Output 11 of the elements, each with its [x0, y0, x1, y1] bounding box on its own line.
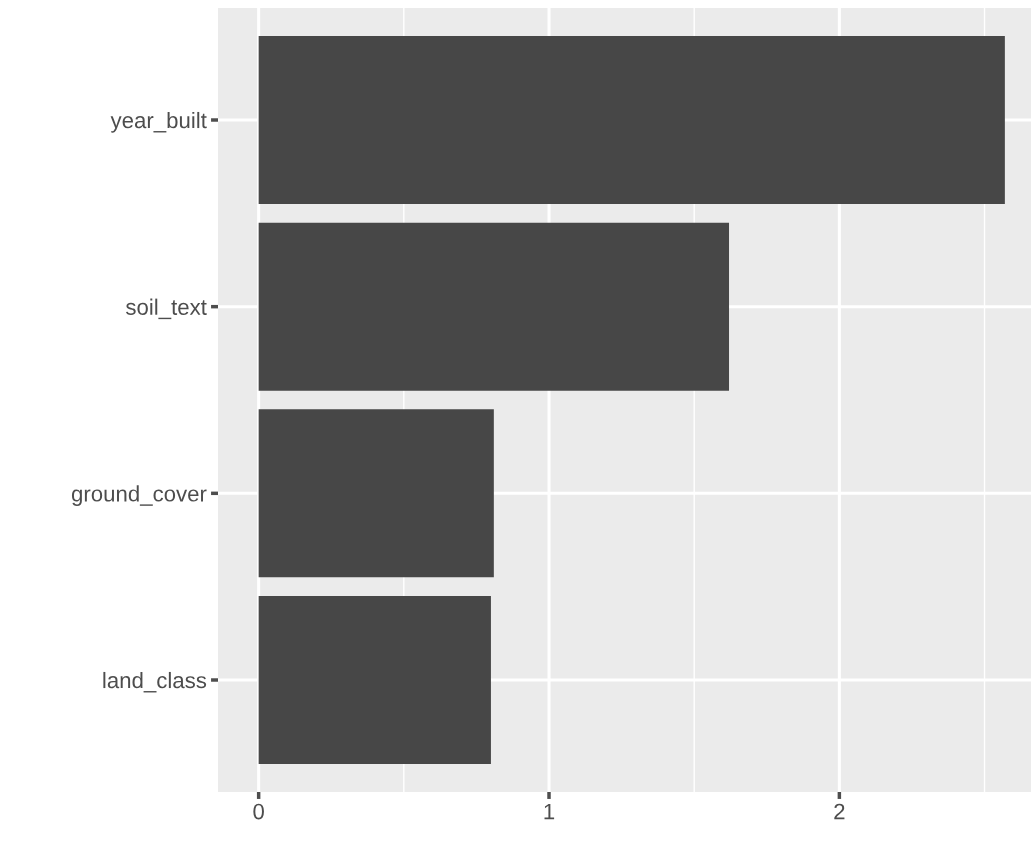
- y-tick-label: soil_text: [125, 298, 207, 320]
- x-tick-label: 0: [253, 803, 264, 820]
- y-tick-label: ground_cover: [71, 485, 207, 506]
- bar: [258, 596, 491, 764]
- bar: [258, 409, 494, 578]
- bar: [258, 222, 730, 391]
- x-tick-label: 2: [834, 803, 845, 820]
- x-tick-label: 1: [544, 803, 555, 820]
- y-tick-label: land_class: [103, 671, 207, 693]
- bar: [258, 36, 1005, 204]
- y-tick-label: year_built: [110, 111, 207, 133]
